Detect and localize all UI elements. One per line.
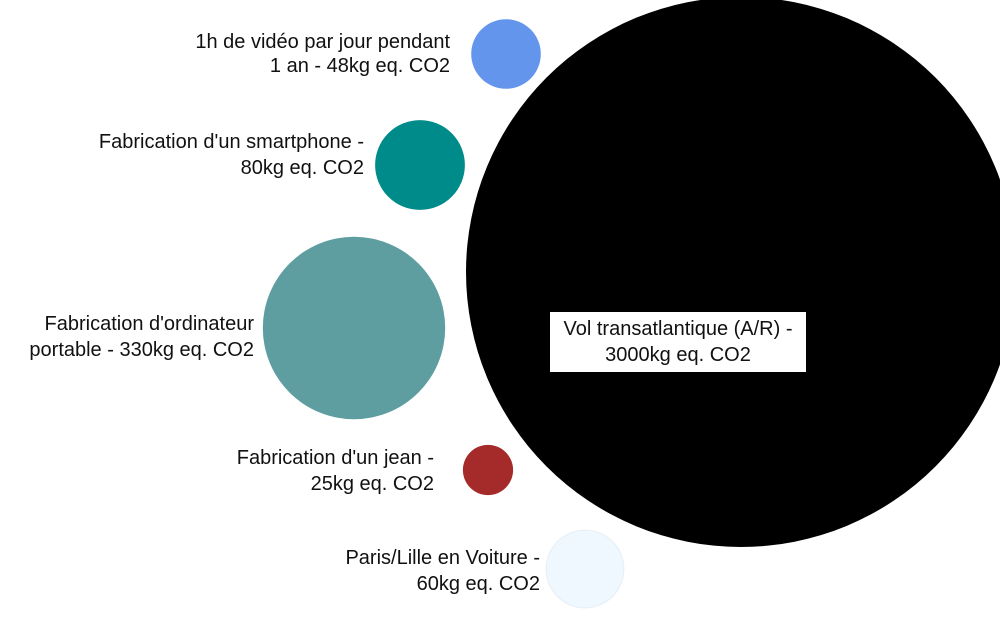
bubble-label-line: Fabrication d'un jean - — [237, 447, 434, 469]
bubble-label-line: 1 an - 48kg eq. CO2 — [270, 55, 450, 77]
bubble-4 — [545, 529, 625, 609]
bubble-label-line: 1h de vidéo par jour pendant — [195, 31, 450, 53]
bubble-label-5: Vol transatlantique (A/R) - 3000kg eq. CO… — [564, 318, 793, 366]
bubble-1 — [375, 120, 465, 210]
bubble-5 — [466, 0, 1000, 547]
bubble-label-1: Fabrication d'un smartphone - 80kg eq. CO… — [99, 131, 364, 179]
bubble-label-3: Fabrication d'un jean - 25kg eq. CO2 — [237, 447, 434, 495]
bubble-3 — [462, 444, 514, 496]
bubbles-layer — [262, 0, 1000, 609]
bubble-label-4: Paris/Lille en Voiture - 60kg eq. CO2 — [345, 547, 540, 595]
bubble-2 — [262, 236, 446, 420]
bubble-label-line: portable - 330kg eq. CO2 — [29, 339, 254, 361]
bubble-label-line: 80kg eq. CO2 — [241, 157, 364, 179]
bubble-label-line: 60kg eq. CO2 — [417, 573, 540, 595]
bubble-label-line: 3000kg eq. CO2 — [605, 344, 751, 366]
center-label-box — [550, 312, 806, 372]
bubble-label-line: 25kg eq. CO2 — [311, 473, 434, 495]
labels-layer: 1h de vidéo par jour pendant 1 an - 48kg … — [29, 31, 806, 595]
bubble-label-2: Fabrication d'ordinateur portable - 330kg… — [29, 313, 254, 361]
bubble-0 — [471, 19, 541, 89]
bubble-label-line: Paris/Lille en Voiture - — [345, 547, 540, 569]
bubble-label-line: Fabrication d'ordinateur — [45, 313, 255, 335]
bubble-label-line: Fabrication d'un smartphone - — [99, 131, 364, 153]
bubble-label-0: 1h de vidéo par jour pendant 1 an - 48kg … — [195, 31, 450, 77]
bubble-label-line: Vol transatlantique (A/R) - — [564, 318, 793, 340]
